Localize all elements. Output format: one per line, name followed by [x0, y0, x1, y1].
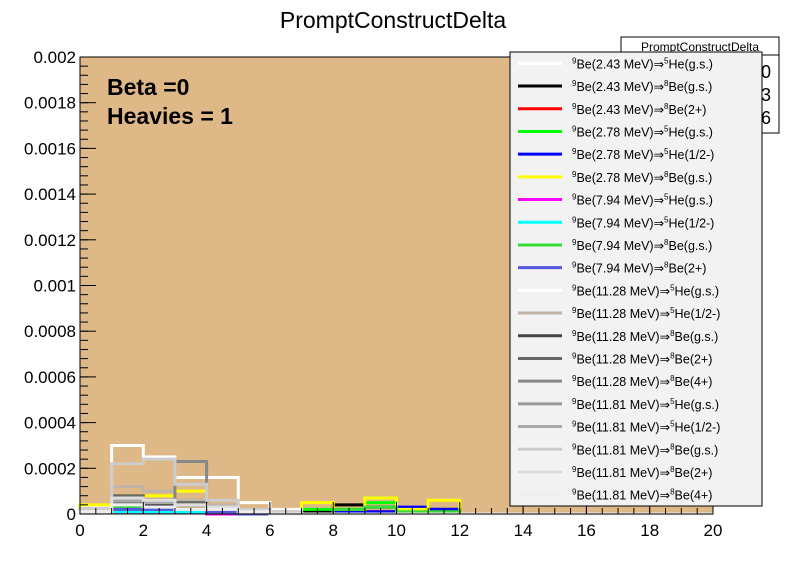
annotation-heavies: Heavies = 1: [107, 103, 233, 129]
y-tick-label: 0.0018: [24, 94, 76, 113]
x-tick-label: 20: [704, 521, 723, 540]
x-tick-label: 18: [640, 521, 659, 540]
y-tick-label: 0.0008: [24, 322, 76, 341]
x-tick-label: 8: [328, 521, 337, 540]
legend-label: 9Be(2.43 MeV)⇒8Be(2+): [572, 102, 706, 117]
legend-label: 9Be(7.94 MeV)⇒5He(1/2-): [572, 215, 714, 230]
y-tick-label: 0.0004: [24, 414, 76, 433]
x-tick-label: 0: [75, 521, 84, 540]
stats-box-value-1: 0: [761, 62, 771, 82]
y-tick-label: 0.0006: [24, 368, 76, 387]
x-tick-label: 6: [265, 521, 274, 540]
legend-label: 9Be(11.81 MeV)⇒5He(g.s.): [572, 397, 719, 412]
legend-label: 9Be(7.94 MeV)⇒5He(g.s.): [572, 193, 713, 208]
legend-label: 9Be(11.81 MeV)⇒5He(1/2-): [572, 420, 720, 435]
x-tick-label: 4: [202, 521, 211, 540]
legend-label: 9Be(11.81 MeV)⇒8Be(4+): [572, 488, 712, 503]
y-tick-label: 0.001: [33, 277, 76, 296]
y-tick-label: 0.0012: [24, 231, 76, 250]
y-tick-label: 0.0002: [24, 459, 76, 478]
legend-label: 9Be(11.28 MeV)⇒8Be(4+): [572, 374, 712, 389]
legend-box: [509, 51, 763, 507]
legend-label: 9Be(11.28 MeV)⇒8Be(g.s.): [572, 329, 718, 344]
axes: 0 2 4 6 8 10 12 14 16 18 20 0 0.0002 0.0004 0.0006 0.00…: [24, 48, 722, 540]
y-tick-label: 0.0014: [24, 185, 76, 204]
annotation-beta: Beta =0: [107, 74, 189, 100]
stats-box-value-3: 6: [761, 108, 771, 128]
y-tick-label: 0.002: [33, 48, 76, 67]
y-tick-label: 0.0016: [24, 139, 76, 158]
legend-label: 9Be(7.94 MeV)⇒8Be(g.s.): [572, 238, 712, 253]
legend-label: 9Be(2.78 MeV)⇒5He(1/2-): [572, 147, 714, 162]
legend-label: 9Be(11.28 MeV)⇒5He(g.s.): [572, 283, 719, 298]
legend: 9Be(2.43 MeV)⇒5He(g.s.) 9Be(2.43 MeV)⇒8Be…: [509, 51, 763, 507]
legend-label: 9Be(11.81 MeV)⇒8Be(g.s.): [572, 442, 718, 457]
x-tick-label: 12: [450, 521, 469, 540]
x-tick-label: 14: [514, 521, 533, 540]
legend-label: 9Be(11.28 MeV)⇒5He(1/2-): [572, 306, 720, 321]
stats-box-title: PromptConstructDelta: [641, 40, 759, 54]
chart-title: PromptConstructDelta: [280, 7, 506, 33]
legend-label: 9Be(2.43 MeV)⇒8Be(g.s.): [572, 79, 712, 94]
legend-label: 9Be(2.78 MeV)⇒5He(g.s.): [572, 124, 713, 139]
legend-label: 9Be(7.94 MeV)⇒8Be(2+): [572, 261, 706, 276]
legend-label: 9Be(2.43 MeV)⇒5He(g.s.): [572, 56, 713, 71]
x-tick-label: 16: [577, 521, 596, 540]
legend-label: 9Be(11.28 MeV)⇒8Be(2+): [572, 351, 712, 366]
legend-label: 9Be(11.81 MeV)⇒8Be(2+): [572, 465, 712, 480]
x-tick-label: 2: [139, 521, 148, 540]
x-tick-label: 10: [387, 521, 406, 540]
stats-box-value-2: 3: [761, 85, 771, 105]
y-tick-label: 0: [67, 505, 76, 524]
legend-label: 9Be(2.78 MeV)⇒8Be(g.s.): [572, 170, 712, 185]
